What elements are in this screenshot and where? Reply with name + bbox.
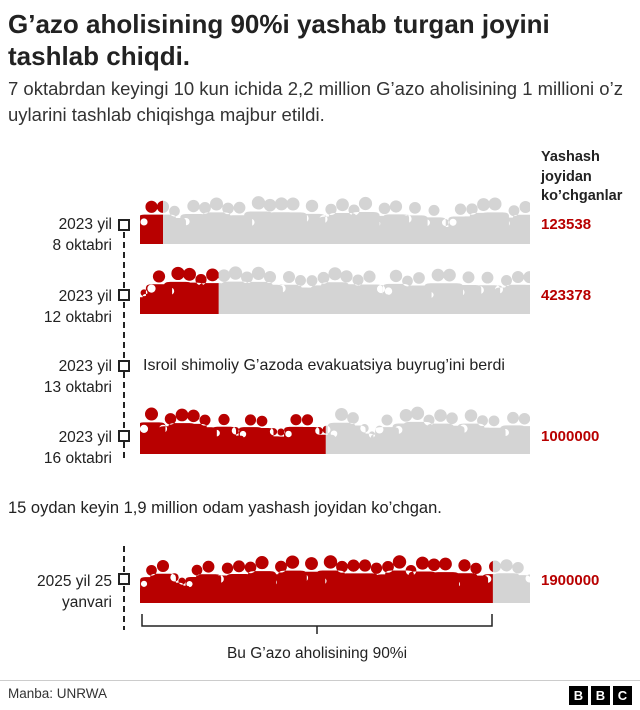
date-line2: 16 oktabri xyxy=(43,450,112,467)
chart-subtitle: 7 oktabrdan keyingi 10 kun ichida 2,2 mi… xyxy=(8,78,623,125)
value-label: 1900000 xyxy=(541,572,600,589)
source-text: Manba: UNRWA xyxy=(8,686,108,701)
bracket-90-percent xyxy=(141,614,493,634)
timeline-date: 2025 yil 25 yanvari xyxy=(4,571,112,613)
population-figures-displaced xyxy=(140,200,163,244)
chart-title: G’azo aholisining 90%i yashab turgan joy… xyxy=(8,9,550,71)
footer-divider xyxy=(0,680,640,681)
population-figures-remaining xyxy=(140,266,530,314)
date-line1: 2025 yil 25 xyxy=(37,573,112,590)
population-figures-displaced xyxy=(140,266,219,314)
date-line1: 2023 yil xyxy=(58,216,112,233)
logo-letter: B xyxy=(591,686,610,705)
timeline-date: 2023 yil 16 oktabri xyxy=(4,427,112,469)
pictogram-chart xyxy=(118,196,530,634)
date-line2: 12 oktabri xyxy=(43,309,112,326)
logo-letter: B xyxy=(569,686,588,705)
date-line1: 2023 yil xyxy=(58,429,112,446)
pictogram-row xyxy=(140,266,530,314)
date-line1: 2023 yil xyxy=(58,288,112,305)
timeline-marker xyxy=(118,430,130,442)
logo-letter: C xyxy=(613,686,632,705)
timeline-date: 2023 yil 12 oktabri xyxy=(4,286,112,328)
value-label: 423378 xyxy=(541,287,592,304)
date-line2: 8 oktabri xyxy=(52,237,112,254)
event-annotation: Isroil shimoliy G’azoda evakuatsiya buyr… xyxy=(143,357,505,374)
population-figures-displaced xyxy=(140,555,493,603)
timeline-date: 2023 yil 8 oktabri xyxy=(4,214,112,256)
pictogram-row xyxy=(140,555,530,603)
value-label: 123538 xyxy=(541,216,592,233)
note-text: 15 oydan keyin 1,9 million odam yashash … xyxy=(8,499,442,517)
population-figures-remaining xyxy=(140,196,530,244)
pictogram-row xyxy=(140,406,530,454)
timeline-marker xyxy=(118,219,130,231)
timeline-marker xyxy=(118,573,130,585)
date-line1: 2023 yil xyxy=(58,358,112,375)
bracket-label: Bu G’azo aholisining 90%i xyxy=(226,645,408,662)
bbc-logo: B B C xyxy=(569,686,632,705)
date-line2: 13 oktabri xyxy=(43,379,112,396)
timeline-marker xyxy=(118,289,130,301)
population-figures-displaced xyxy=(140,407,326,454)
column-header: Yashash joyidan ko’chganlar xyxy=(541,149,623,204)
value-label: 1000000 xyxy=(541,428,600,445)
timeline-marker xyxy=(118,360,130,372)
pictogram-row xyxy=(140,196,530,244)
date-line2: yanvari xyxy=(62,594,112,611)
timeline-date: 2023 yil 13 oktabri xyxy=(4,356,112,398)
